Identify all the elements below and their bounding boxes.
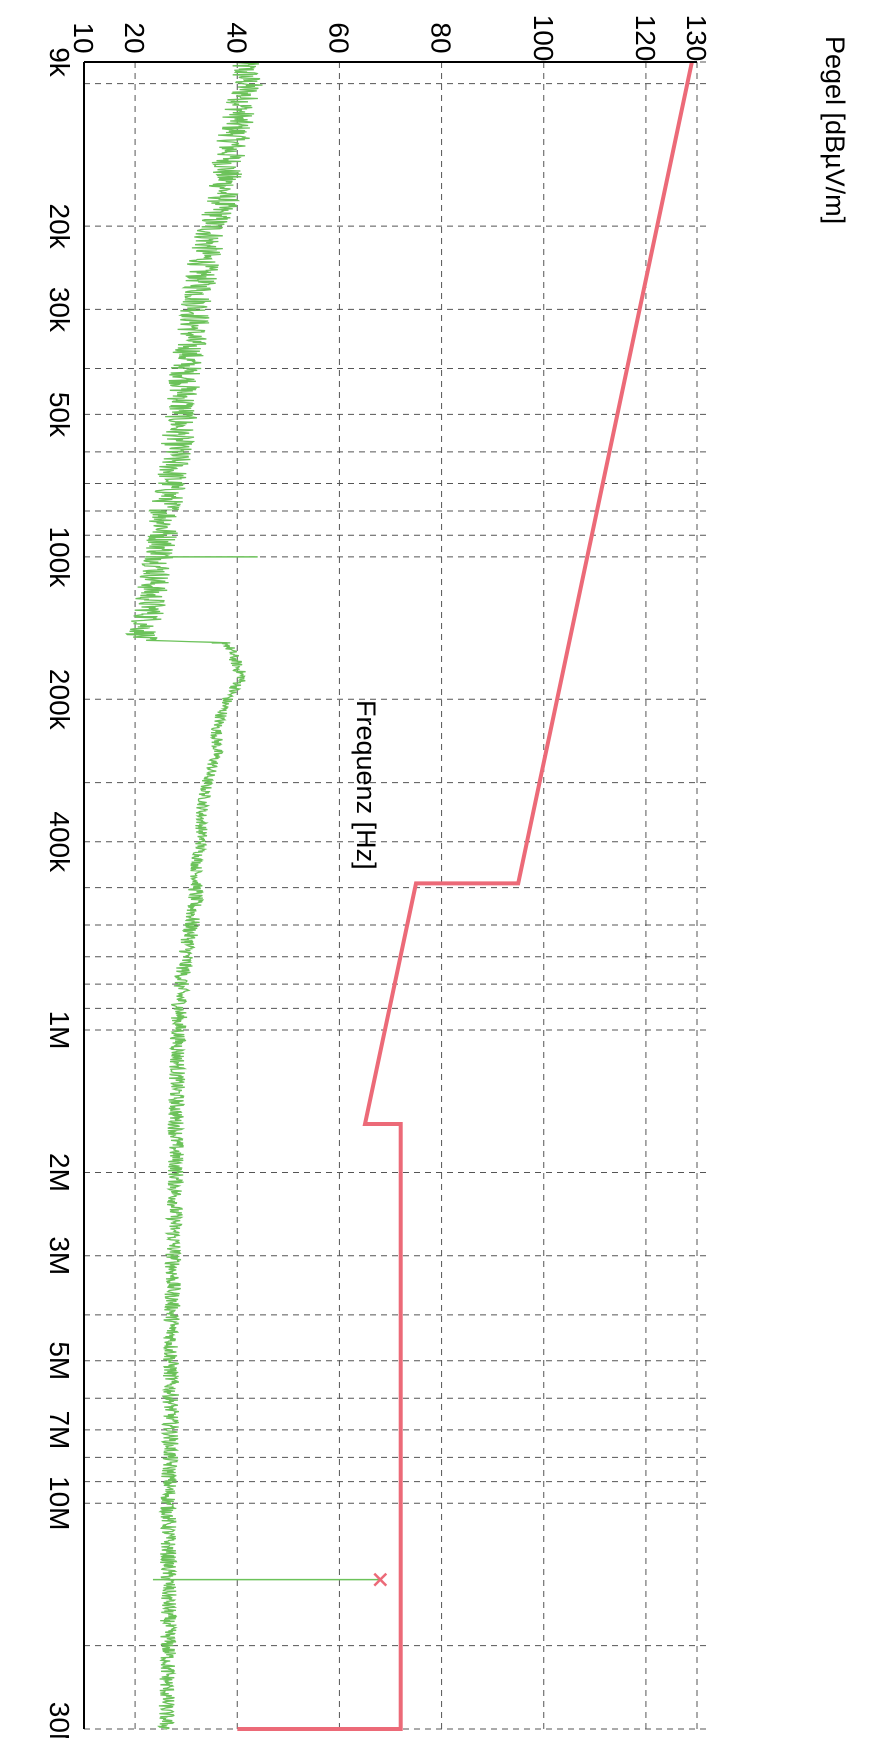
y-tick-label: 100: [528, 15, 559, 62]
x-tick-label: 30M: [44, 1702, 75, 1738]
limit-line: [237, 61, 694, 1731]
x-tick-label: 7M: [44, 1410, 75, 1449]
x-tick-label: 50k: [44, 392, 75, 438]
x-tick-label: 100k: [44, 526, 75, 588]
x-tick-label: 5M: [44, 1341, 75, 1380]
grid: [83, 61, 711, 1730]
x-tick-label: 1M: [44, 1011, 75, 1050]
x-axis-label: Frequenz [Hz]: [351, 700, 381, 870]
x-tick-label: 9k: [44, 47, 75, 78]
y-tick-label: 80: [426, 22, 457, 53]
x-tick-label: 10M: [44, 1476, 75, 1530]
y-axis-label: Pegel [dBµV/m]: [820, 36, 850, 224]
x-tick-label: 30k: [44, 287, 75, 333]
x-tick-label: 3M: [44, 1236, 75, 1275]
peak-marker-x: [373, 1572, 388, 1587]
x-tick-label: 2M: [44, 1153, 75, 1192]
y-tick-label: 60: [323, 22, 354, 53]
x-tick-label: 400k: [44, 811, 75, 873]
y-tick-label: 10: [68, 22, 99, 53]
y-tick-label: 40: [221, 22, 252, 53]
x-tick-label: 20k: [44, 204, 75, 250]
series-layer: [125, 61, 694, 1731]
y-tick-label: 20: [119, 22, 150, 53]
x-tick-label: 200k: [44, 669, 75, 731]
y-tick-label: 130: [681, 15, 712, 62]
axes: [83, 61, 697, 1729]
measurement-trace: [125, 61, 263, 1730]
y-tick-label: 120: [630, 15, 661, 62]
tick-labels: 10 20 40 60 80 100 120 130 9k 20k 30k 50k 100k 200k 40…: [44, 15, 712, 1743]
